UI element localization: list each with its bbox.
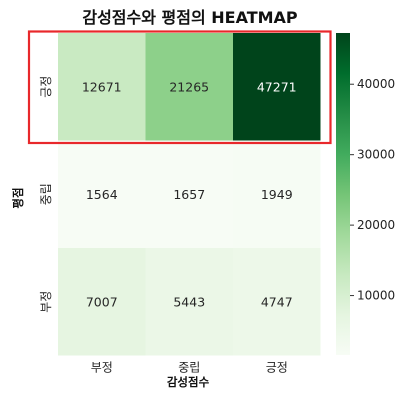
y-tick-label: 부정 [39, 291, 53, 313]
cell-value-label: 12671 [82, 79, 122, 94]
y-tick-label: 중립 [39, 183, 53, 205]
colorbar-tick-label: 40000 [357, 77, 395, 91]
cell-value-label: 47271 [257, 79, 297, 94]
y-tick-label: 긍정 [39, 76, 53, 98]
cell-value-label: 4747 [261, 294, 293, 309]
heatmap-cell [145, 33, 233, 141]
cell-value-label: 21265 [169, 79, 209, 94]
x-axis-label: 감성점수 [167, 375, 210, 389]
heatmap-cell [58, 33, 146, 141]
colorbar-tick-label: 30000 [357, 148, 395, 162]
heatmap-cell [233, 248, 321, 356]
colorbar-ticks: 10000 20000 30000 40000 [350, 77, 395, 303]
heatmap-cell [233, 140, 321, 248]
heatmap-cell [58, 248, 146, 356]
x-tick-label: 중립 [178, 361, 200, 375]
cell-value-label: 5443 [173, 294, 205, 309]
cell-value-label: 1564 [86, 187, 118, 202]
x-tick-label: 긍정 [266, 361, 288, 375]
x-tick-labels: 부정 중립 긍정 [91, 361, 288, 375]
highlight-box [27, 30, 332, 145]
cell-value-label: 1657 [173, 187, 205, 202]
cell-value-label: 1949 [261, 187, 293, 202]
x-tick-label: 부정 [91, 361, 113, 375]
heatmap-cell [145, 140, 233, 248]
cell-value-label: 7007 [86, 294, 118, 309]
heatmap-cell [145, 248, 233, 356]
colorbar-tick-label: 10000 [357, 289, 395, 303]
colorbar [336, 33, 350, 355]
colorbar-tick-label: 20000 [357, 218, 395, 232]
heatmap-cell [233, 33, 321, 141]
heatmap-cells: 12671 21265 47271 1564 1657 1949 7007 5443 4747 [58, 33, 321, 356]
y-axis-label: 평점 [11, 187, 25, 208]
heatmap-cell [58, 140, 146, 248]
chart-title: 감성점수와 평점의 HEATMAP [82, 8, 298, 27]
